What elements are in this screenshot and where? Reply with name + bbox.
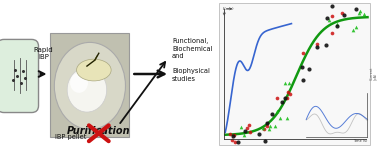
Point — [241, 134, 247, 136]
Point — [274, 110, 280, 112]
Point — [242, 130, 248, 132]
Point — [356, 12, 362, 15]
Point — [357, 10, 363, 12]
Point — [273, 124, 279, 127]
Point — [350, 29, 356, 31]
Point — [235, 141, 241, 143]
Point — [299, 66, 305, 68]
Text: Rapid
IBP: Rapid IBP — [34, 47, 53, 60]
Point — [353, 8, 359, 11]
Point — [261, 128, 267, 131]
Point — [256, 132, 262, 135]
FancyBboxPatch shape — [219, 3, 370, 145]
Text: Time (s): Time (s) — [353, 139, 367, 143]
Point — [287, 93, 293, 95]
Point — [231, 134, 237, 136]
Point — [324, 17, 330, 19]
Point — [300, 79, 306, 82]
Point — [277, 117, 283, 119]
Point — [326, 18, 332, 21]
Point — [284, 97, 290, 99]
Point — [229, 139, 235, 141]
Point — [322, 44, 328, 47]
Point — [334, 23, 340, 25]
Point — [266, 125, 273, 127]
Point — [353, 26, 359, 29]
Point — [259, 127, 265, 130]
Text: Purification: Purification — [67, 126, 131, 136]
Point — [328, 14, 335, 17]
Point — [269, 112, 275, 115]
Text: Current
(pA): Current (pA) — [369, 66, 378, 80]
Text: IBP pellet: IBP pellet — [56, 134, 87, 140]
Text: k(nm): k(nm) — [222, 7, 234, 11]
FancyBboxPatch shape — [0, 39, 39, 112]
Point — [306, 68, 312, 70]
Point — [285, 91, 291, 93]
Point — [247, 131, 253, 133]
Point — [262, 139, 268, 142]
Point — [244, 127, 250, 129]
Text: Functional,
Biochemical
and

Biophysical
studies: Functional, Biochemical and Biophysical … — [172, 38, 212, 82]
Point — [329, 32, 335, 34]
Ellipse shape — [77, 59, 111, 81]
Point — [237, 126, 243, 128]
Point — [230, 135, 236, 137]
Point — [264, 122, 270, 124]
Point — [314, 43, 320, 45]
Ellipse shape — [54, 42, 125, 129]
Point — [264, 124, 270, 127]
Point — [232, 141, 238, 143]
Point — [282, 96, 288, 99]
Point — [279, 101, 285, 103]
Point — [314, 46, 320, 48]
Point — [334, 25, 340, 27]
FancyBboxPatch shape — [50, 33, 129, 137]
Point — [286, 82, 292, 84]
Point — [341, 13, 347, 16]
Ellipse shape — [70, 73, 88, 93]
Point — [330, 5, 336, 7]
Point — [274, 97, 280, 99]
Ellipse shape — [67, 68, 107, 112]
Point — [227, 132, 233, 135]
Point — [300, 52, 306, 54]
Point — [246, 124, 252, 127]
Point — [284, 117, 290, 119]
Point — [361, 13, 367, 16]
Point — [282, 82, 288, 84]
Point — [266, 127, 272, 130]
Point — [339, 12, 345, 14]
